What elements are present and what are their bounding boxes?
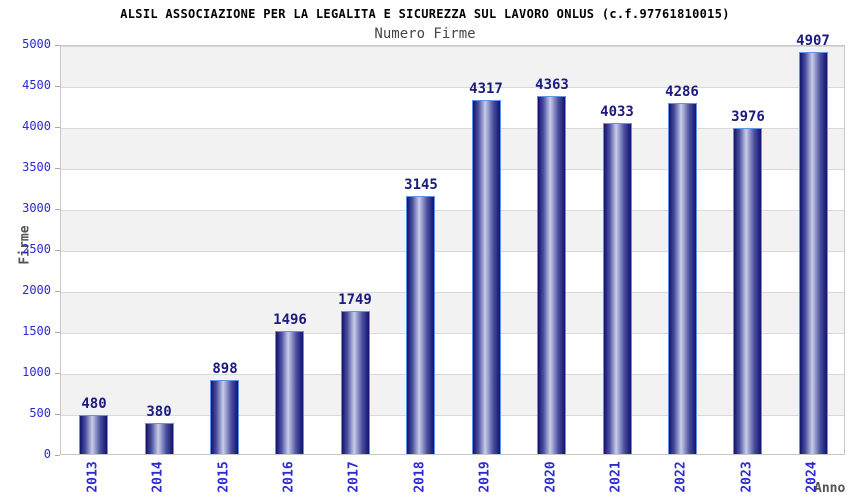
bar (472, 100, 501, 454)
y-tick-label: 2500 (22, 242, 51, 256)
y-tick-label: 1000 (22, 365, 51, 379)
x-tick-label: 2023 (739, 461, 755, 493)
x-tick-label: 2014 (150, 461, 166, 493)
bar-value-label: 480 (81, 396, 107, 412)
bar-value-label: 380 (146, 404, 172, 420)
y-tick-mark (55, 85, 60, 87)
y-tick-label: 3000 (22, 201, 51, 215)
x-tick-label: 2015 (216, 461, 232, 493)
bar-value-label: 4317 (469, 81, 503, 97)
y-tick-mark (55, 167, 60, 169)
y-tick-mark (55, 372, 60, 374)
x-tick-label: 2020 (543, 461, 559, 493)
bar (733, 128, 762, 454)
bar (799, 52, 828, 454)
bar (668, 103, 697, 454)
bar-value-label: 1496 (273, 312, 307, 328)
y-tick-label: 2000 (22, 283, 51, 297)
bar-value-label: 4907 (796, 33, 830, 49)
bar-value-label: 3145 (404, 177, 438, 193)
bar-value-label: 4363 (535, 77, 569, 93)
bar-value-label: 4033 (600, 104, 634, 120)
bar (210, 380, 239, 454)
plot-area: 480 380 898 1496 1749 3145 4317 4363 4033 4286 397… (60, 33, 845, 455)
x-tick-label: 2016 (281, 461, 297, 493)
x-tick-label: 2017 (346, 461, 362, 493)
bar-value-label: 1749 (338, 292, 372, 308)
y-tick-mark (55, 290, 60, 292)
y-tick-mark (55, 413, 60, 415)
bar (145, 423, 174, 454)
bar (341, 311, 370, 454)
y-tick-mark (55, 44, 60, 46)
y-tick-mark (55, 454, 60, 456)
y-tick-label: 500 (29, 406, 51, 420)
x-tick-label: 2024 (804, 461, 820, 493)
y-tick-mark (55, 208, 60, 210)
x-tick-label: 2019 (477, 461, 493, 493)
y-tick-label: 0 (43, 447, 51, 461)
y-tick-label: 1500 (22, 324, 51, 338)
x-tick-label: 2021 (608, 461, 624, 493)
bar (537, 96, 566, 454)
y-tick-mark (55, 249, 60, 251)
x-tick-label: 2018 (412, 461, 428, 493)
x-axis-title: Anno (814, 481, 846, 496)
bar-value-label: 3976 (731, 109, 765, 125)
bar (275, 331, 304, 454)
y-tick-mark (55, 331, 60, 333)
y-tick-label: 4500 (22, 78, 51, 92)
bar (79, 415, 108, 454)
y-tick-label: 3500 (22, 160, 51, 174)
bar (406, 196, 435, 454)
chart-subtitle: Numero Firme (374, 26, 476, 42)
y-tick-mark (55, 126, 60, 128)
y-tick-label: 4000 (22, 119, 51, 133)
chart-title: ALSIL ASSOCIAZIONE PER LA LEGALITA E SIC… (120, 7, 730, 21)
y-tick-label: 5000 (22, 37, 51, 51)
x-tick-label: 2013 (85, 461, 101, 493)
bar-value-label: 4286 (665, 84, 699, 100)
x-tick-label: 2022 (673, 461, 689, 493)
bar-value-label: 898 (212, 361, 238, 377)
bar (603, 123, 632, 454)
